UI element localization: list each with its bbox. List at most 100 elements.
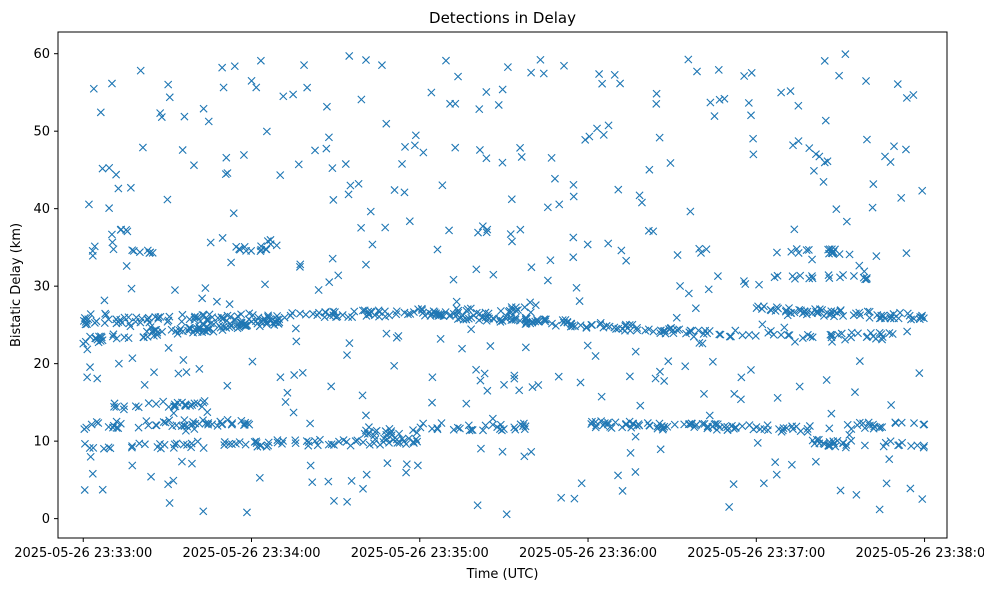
data-point [511, 303, 520, 312]
data-point [338, 311, 347, 320]
data-point [98, 164, 107, 173]
data-point [100, 296, 109, 305]
data-point [357, 95, 366, 104]
data-point [204, 420, 213, 429]
data-point [146, 323, 155, 332]
data-point [903, 327, 912, 336]
data-point [498, 85, 507, 94]
data-point [511, 306, 520, 315]
data-point [302, 437, 311, 446]
data-point [723, 422, 732, 431]
x-tick-label: 2025-05-26 23:33:00 [14, 546, 152, 561]
data-point [81, 320, 90, 329]
data-point [177, 317, 186, 326]
data-point [392, 310, 401, 319]
x-tick-label: 2025-05-26 23:36:00 [519, 546, 657, 561]
data-point [901, 145, 910, 154]
data-point [109, 330, 118, 339]
data-point [220, 441, 229, 450]
data-point [449, 425, 458, 434]
data-point [225, 300, 234, 309]
data-point [852, 490, 861, 499]
data-point [343, 351, 352, 360]
data-point [231, 439, 240, 448]
data-point [560, 61, 568, 70]
data-point [212, 297, 221, 306]
data-point [572, 283, 581, 292]
data-point [134, 403, 143, 412]
data-point [568, 321, 577, 330]
data-point [886, 437, 895, 446]
data-point [393, 438, 402, 447]
data-point [107, 230, 116, 239]
data-point [796, 271, 805, 280]
data-point [169, 409, 178, 418]
data-point [499, 425, 508, 433]
data-point [401, 142, 410, 151]
data-point [400, 188, 409, 197]
data-point [96, 108, 105, 117]
data-point [583, 341, 592, 350]
data-point [325, 278, 334, 287]
data-point [108, 332, 117, 341]
data-point [618, 486, 627, 495]
data-point [164, 343, 173, 352]
data-point [157, 113, 166, 122]
data-point [292, 337, 301, 346]
data-point [855, 357, 864, 366]
data-point [112, 334, 121, 343]
data-point [664, 357, 673, 366]
data-point [713, 272, 722, 281]
data-point [92, 417, 101, 426]
data-point [482, 88, 491, 97]
data-point [655, 133, 664, 142]
data-point [543, 276, 552, 285]
data-point [592, 421, 601, 430]
data-point [467, 313, 476, 322]
data-point [165, 416, 174, 425]
data-point [467, 425, 476, 434]
data-point [790, 225, 799, 234]
data-point [745, 330, 753, 339]
data-point [645, 165, 654, 174]
data-point [656, 329, 665, 338]
data-point [128, 442, 137, 451]
data-point [361, 411, 370, 420]
data-point [811, 457, 820, 466]
data-point [787, 309, 796, 318]
data-point [290, 371, 299, 380]
data-point [428, 424, 437, 433]
data-point [507, 316, 516, 325]
data-point [714, 65, 723, 74]
data-point [698, 419, 707, 428]
data-point [199, 507, 208, 516]
data-point [181, 426, 190, 435]
data-point [377, 61, 386, 70]
data-point [669, 326, 677, 335]
data-point [193, 328, 202, 337]
data-point [147, 472, 156, 481]
data-point [329, 496, 338, 505]
data-point [794, 137, 803, 146]
data-point [804, 245, 813, 254]
data-point [334, 437, 343, 446]
data-point [359, 484, 367, 493]
data-point [705, 327, 714, 335]
y-tick-label: 60 [33, 47, 50, 62]
data-point [308, 478, 317, 487]
data-point [154, 313, 163, 322]
data-point [593, 124, 602, 133]
data-point [263, 237, 272, 246]
data-point [402, 440, 411, 449]
data-point [188, 401, 197, 410]
data-point [346, 181, 355, 190]
data-point [204, 117, 213, 126]
data-point [541, 315, 550, 324]
data-point [481, 421, 490, 430]
data-point [902, 93, 911, 102]
data-point [541, 317, 550, 326]
data-point [112, 423, 121, 432]
data-point [128, 461, 137, 470]
data-point [482, 228, 491, 237]
data-point [345, 339, 354, 348]
